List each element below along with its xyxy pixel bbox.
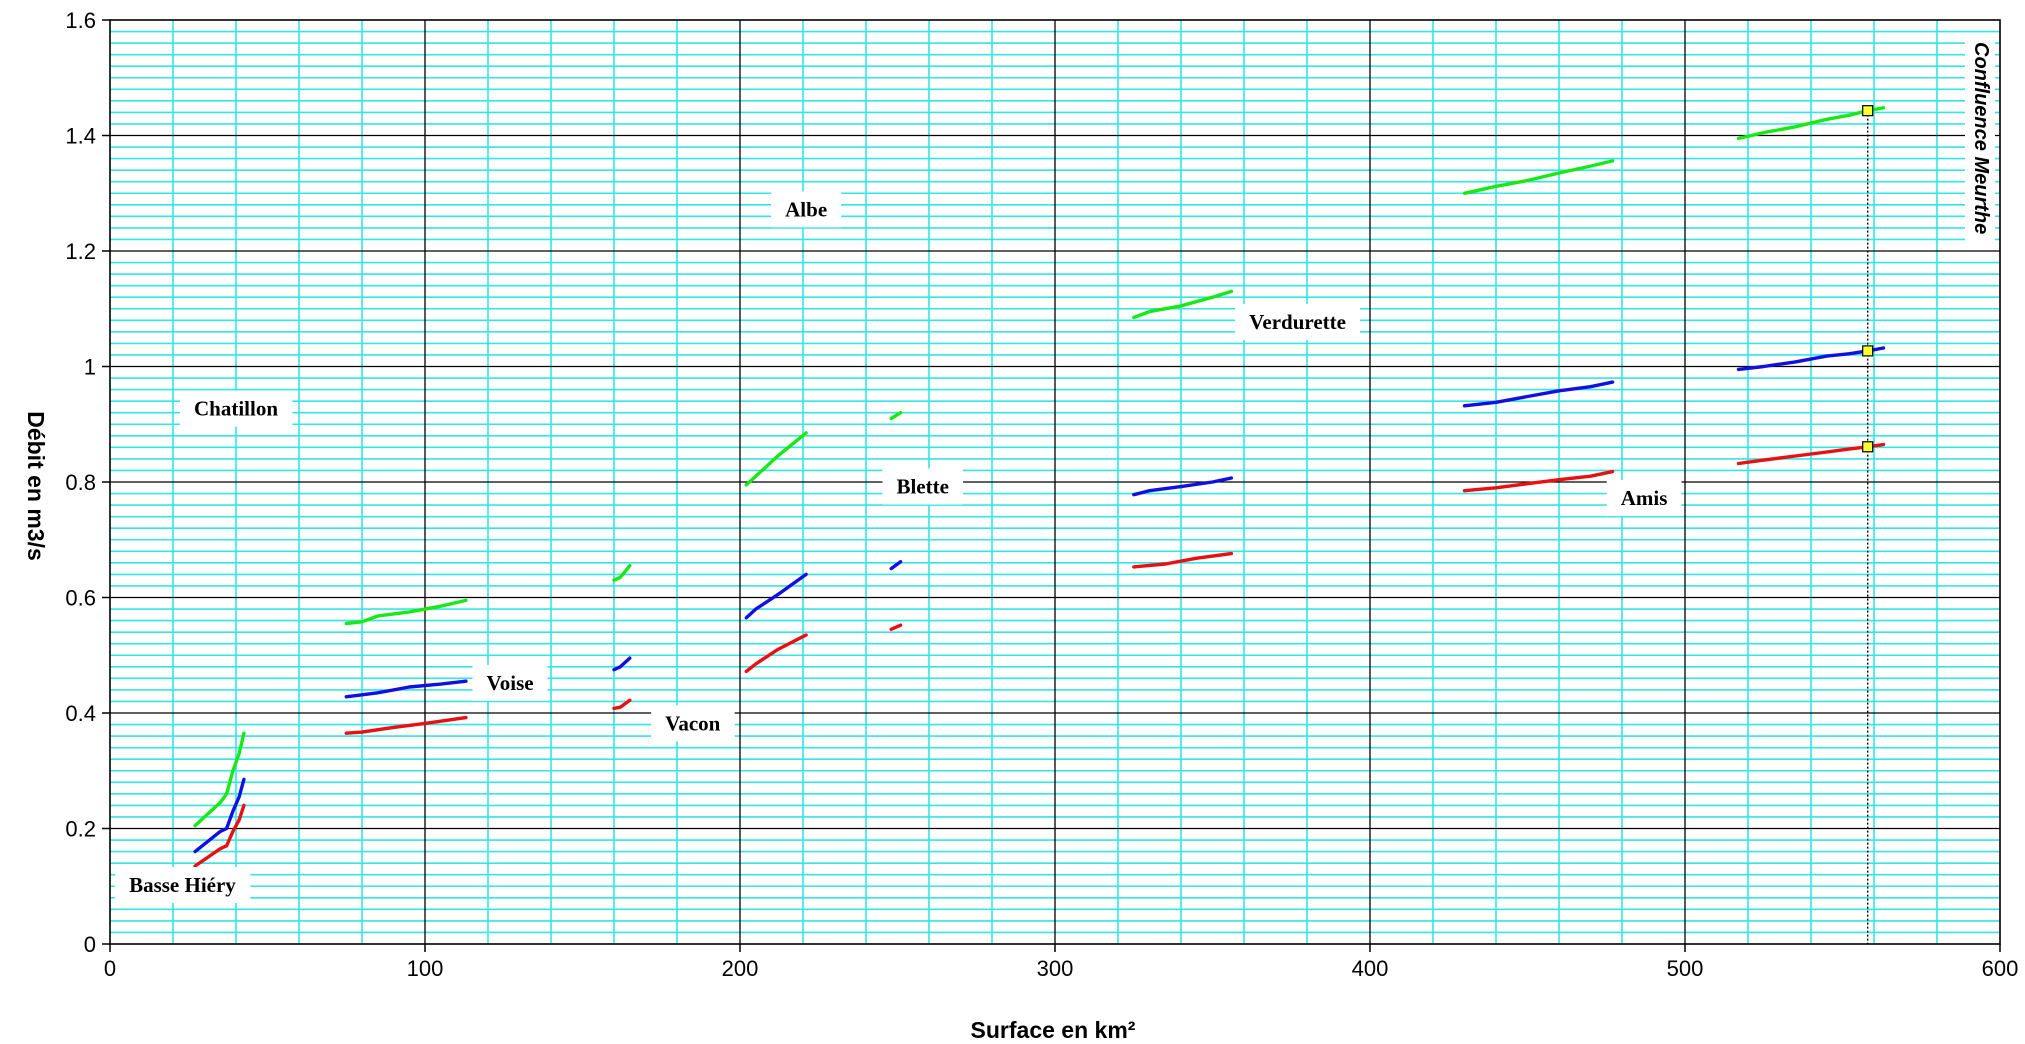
grid: [110, 20, 2000, 944]
y-tick-label: 0.8: [65, 470, 96, 495]
river-label: Basse Hiéry: [129, 873, 236, 897]
x-tick-label: 600: [1982, 956, 2019, 981]
x-tick-label: 100: [407, 956, 444, 981]
river-label: Albe: [785, 197, 827, 221]
green-series-line: [1132, 289, 1234, 320]
y-tick-label: 0.2: [65, 817, 96, 842]
x-tick-label: 200: [722, 956, 759, 981]
river-label-background: [115, 867, 251, 904]
green-series-line: [193, 731, 246, 828]
confluence-label: Confluence Meurthe: [1970, 42, 1992, 234]
series-lines: [193, 105, 1886, 944]
x-axis-title: Surface en km²: [971, 1017, 1136, 1043]
green-series-line: [889, 411, 903, 421]
axes: 0 100 200 300 400 500 600 0 0.2 0.4 0.6 0.8 1 1.2 1.4 1…: [65, 8, 2018, 981]
river-label-background: [1235, 303, 1360, 340]
green-series-line: [612, 564, 632, 582]
y-tick-label: 0.6: [65, 586, 96, 611]
river-label: Vacon: [665, 711, 721, 735]
x-tick-label: 400: [1352, 956, 1389, 981]
green-series-line: [1462, 159, 1615, 196]
red-series-line: [1132, 551, 1234, 569]
x-tick-label: 300: [1037, 956, 1074, 981]
red-series-line: [612, 698, 632, 711]
river-label-background: [179, 390, 293, 427]
y-tick-label: 1: [84, 355, 96, 380]
confluence-marker: [1862, 441, 1874, 453]
x-tick-label: 500: [1667, 956, 1704, 981]
y-tick-label: 1.2: [65, 239, 96, 264]
red-series-line: [193, 803, 246, 868]
x-tick-label: 0: [104, 956, 116, 981]
y-tick-label: 1.6: [65, 8, 96, 33]
river-label: Chatillon: [194, 397, 278, 421]
blue-series-line: [193, 777, 246, 854]
y-tick-label: 0: [84, 932, 96, 957]
green-series-line: [344, 598, 468, 626]
red-series-line: [344, 715, 468, 735]
blue-series-line: [344, 679, 468, 699]
blue-series-line: [744, 572, 808, 620]
river-label-background: [882, 468, 963, 505]
confluence-marker: [1862, 105, 1874, 117]
river-label-background: [771, 191, 842, 228]
red-series-line: [889, 623, 903, 631]
river-label: Verdurette: [1249, 310, 1346, 334]
river-label-background: [651, 705, 735, 742]
river-label: Amis: [1621, 486, 1668, 510]
red-series-line: [744, 633, 808, 674]
y-axis-title: Débit en m3/s: [23, 411, 49, 561]
river-label-background: [1606, 480, 1682, 517]
confluence-marker: [1862, 345, 1874, 357]
river-label: Blette: [896, 475, 948, 499]
confluence-label-background: [1965, 36, 1995, 243]
y-tick-label: 0.4: [65, 701, 96, 726]
blue-series-line: [612, 656, 632, 672]
river-labels: Basse Hiéry Chatillon Voise Vacon Albe Blette…: [115, 36, 1995, 904]
river-label-background: [472, 664, 548, 701]
blue-series-line: [1132, 476, 1234, 497]
blue-series-line: [1462, 380, 1615, 408]
blue-series-line: [889, 560, 903, 571]
river-label: Voise: [487, 671, 534, 695]
y-tick-label: 1.4: [65, 124, 96, 149]
red-series-line: [1462, 469, 1615, 493]
green-series-line: [744, 431, 808, 487]
